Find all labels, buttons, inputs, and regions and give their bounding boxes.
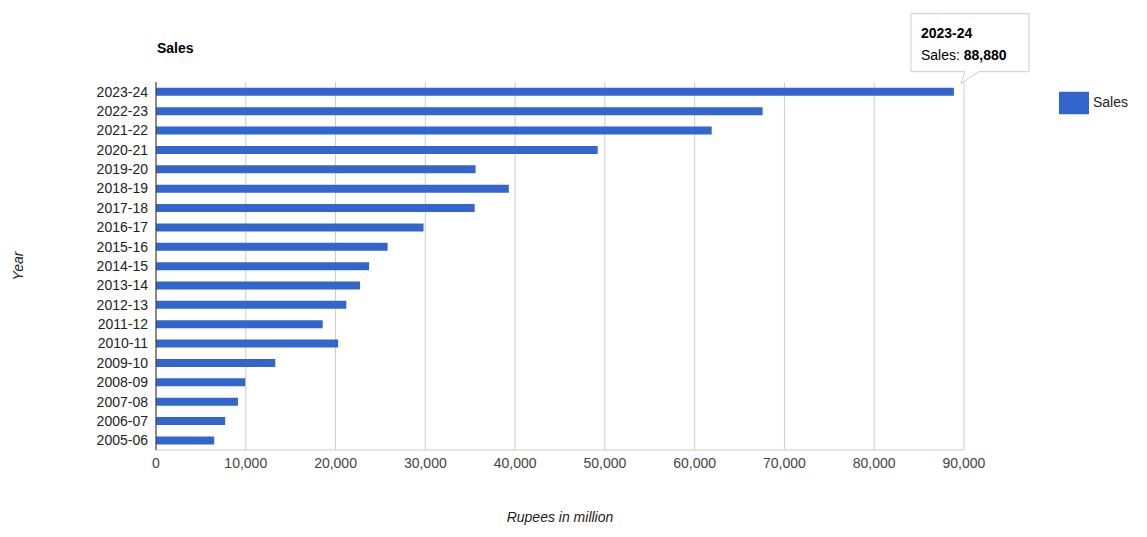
svg-text:2020-21: 2020-21	[97, 142, 149, 158]
svg-text:2019-20: 2019-20	[97, 161, 149, 177]
svg-text:50,000: 50,000	[583, 455, 626, 471]
svg-text:2015-16: 2015-16	[97, 239, 149, 255]
svg-text:2023-24: 2023-24	[97, 84, 149, 100]
svg-text:2012-13: 2012-13	[97, 297, 149, 313]
svg-text:2022-23: 2022-23	[97, 103, 149, 119]
svg-text:Sales: 88,880: Sales: 88,880	[921, 47, 1007, 63]
svg-text:2016-17: 2016-17	[97, 219, 149, 235]
svg-text:2007-08: 2007-08	[97, 394, 149, 410]
svg-text:2023-24: 2023-24	[921, 25, 973, 41]
html-text:Sales: Sales	[1093, 93, 1128, 110]
svg-text:40,000: 40,000	[494, 455, 537, 471]
svg-text:2010-11: 2010-11	[98, 335, 149, 351]
svg-text:70,000: 70,000	[763, 455, 806, 471]
svg-text:90,000: 90,000	[943, 455, 986, 471]
svg-text:2014-15: 2014-15	[97, 258, 149, 274]
svg-text:2009-10: 2009-10	[97, 355, 149, 371]
svg-text:2005-06: 2005-06	[97, 432, 149, 448]
html-text:Sales: Sales	[157, 40, 194, 56]
svg-text:2021-22: 2021-22	[97, 122, 149, 138]
svg-text:Rupees in million: Rupees in million	[507, 509, 614, 525]
svg-text:20,000: 20,000	[314, 455, 357, 471]
svg-text:60,000: 60,000	[673, 455, 716, 471]
svg-text:30,000: 30,000	[404, 455, 447, 471]
svg-text:2008-09: 2008-09	[97, 374, 149, 390]
svg-text:2018-19: 2018-19	[97, 180, 149, 196]
svg-text:Year: Year	[10, 250, 26, 280]
svg-text:2017-18: 2017-18	[97, 200, 149, 216]
svg-text:80,000: 80,000	[853, 455, 896, 471]
svg-text:2013-14: 2013-14	[97, 277, 149, 293]
svg-text:2006-07: 2006-07	[97, 413, 149, 429]
svg-text:10,000: 10,000	[224, 455, 267, 471]
svg-text:2011-12: 2011-12	[98, 316, 149, 332]
svg-text:0: 0	[152, 455, 160, 471]
